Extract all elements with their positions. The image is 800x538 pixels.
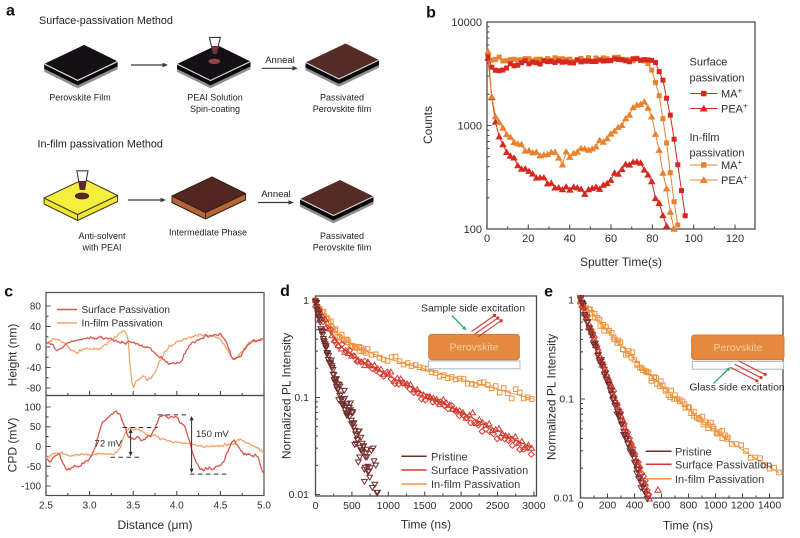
svg-text:CPD (mV): CPD (mV) [6,418,20,473]
svg-text:100: 100 [464,224,482,236]
svg-text:Anneal: Anneal [261,189,291,200]
svg-text:1500: 1500 [413,500,437,512]
svg-text:200: 200 [599,500,617,512]
svg-text:0: 0 [35,343,41,354]
svg-text:50: 50 [30,422,42,433]
svg-text:40: 40 [564,233,576,245]
svg-text:In-film: In-film [690,132,720,144]
svg-text:Time (ns): Time (ns) [401,518,451,532]
svg-text:passivation: passivation [690,148,745,160]
svg-text:-80: -80 [27,384,42,395]
svg-text:5.0: 5.0 [257,501,271,512]
svg-text:1000: 1000 [458,120,482,132]
svg-text:600: 600 [653,500,671,512]
svg-text:Perovskite: Perovskite [449,342,498,354]
svg-text:100: 100 [685,233,703,245]
svg-text:0: 0 [578,500,584,512]
svg-text:1: 1 [568,295,574,307]
svg-text:In-film Passivation: In-film Passivation [431,479,520,491]
svg-text:a: a [6,3,15,20]
svg-text:Distance (μm): Distance (μm) [118,518,193,532]
svg-text:Sample side excitation: Sample side excitation [421,304,525,315]
svg-text:1000: 1000 [377,500,401,512]
svg-text:c: c [4,284,13,301]
svg-text:-100: -100 [21,482,41,493]
svg-text:e: e [544,284,553,301]
svg-text:Counts: Counts [421,106,435,144]
svg-text:1: 1 [303,295,309,307]
svg-text:Perovskite film: Perovskite film [313,243,372,253]
svg-text:Passivated: Passivated [320,93,364,103]
svg-text:Spin-coating: Spin-coating [190,104,240,114]
svg-text:10000: 10000 [451,17,482,29]
svg-text:Perovskite Film: Perovskite Film [49,93,111,103]
svg-text:80: 80 [646,233,658,245]
svg-text:MA+: MA+ [721,158,743,172]
svg-text:Normalized PL Intensity: Normalized PL Intensity [545,334,559,460]
svg-text:4.0: 4.0 [170,501,184,512]
svg-text:3.5: 3.5 [126,501,140,512]
svg-text:2.5: 2.5 [39,501,53,512]
svg-text:In-film Passivation: In-film Passivation [82,319,163,330]
svg-text:PEA+: PEA+ [721,102,748,116]
svg-text:800: 800 [680,500,698,512]
svg-text:MA+: MA+ [721,87,743,101]
svg-text:Height (nm): Height (nm) [6,324,20,387]
svg-text:Perovskite: Perovskite [713,342,762,354]
svg-text:PEA+: PEA+ [721,173,748,187]
svg-text:b: b [426,5,436,22]
svg-text:Surface Passivation: Surface Passivation [675,459,772,471]
svg-text:0: 0 [484,233,490,245]
svg-text:4.5: 4.5 [213,501,227,512]
svg-text:0.1: 0.1 [294,392,309,404]
svg-text:Perovskite film: Perovskite film [313,104,372,114]
svg-text:120: 120 [726,233,744,245]
svg-text:Glass side excitation: Glass side excitation [689,383,785,394]
svg-text:passivation: passivation [690,73,745,85]
svg-text:-40: -40 [27,363,42,374]
svg-text:100: 100 [24,403,41,414]
svg-text:72 mV: 72 mV [95,439,123,450]
svg-text:2500: 2500 [486,500,510,512]
svg-text:0: 0 [313,500,319,512]
svg-text:Anneal: Anneal [265,55,295,66]
svg-text:In-film passivation Method: In-film passivation Method [38,139,163,151]
svg-text:3000: 3000 [522,500,546,512]
svg-text:150 mV: 150 mV [196,429,229,440]
svg-text:1200: 1200 [731,500,755,512]
svg-text:0: 0 [35,442,41,453]
svg-text:Surface: Surface [690,57,728,69]
svg-text:Pristine: Pristine [675,446,712,458]
svg-text:500: 500 [343,500,361,512]
svg-text:PEAI Solution: PEAI Solution [187,93,243,103]
svg-text:80: 80 [30,302,42,313]
svg-text:60: 60 [605,233,617,245]
svg-text:with PEAI: with PEAI [81,243,121,253]
svg-text:d: d [280,283,290,300]
svg-text:0.01: 0.01 [554,493,575,505]
svg-text:2000: 2000 [449,500,473,512]
svg-text:Pristine: Pristine [431,451,468,463]
svg-text:Intermediate Phase: Intermediate Phase [169,228,247,238]
svg-text:400: 400 [626,500,644,512]
svg-text:Surface Passivation: Surface Passivation [82,305,170,316]
svg-text:Surface Passivation: Surface Passivation [431,465,528,477]
svg-text:1000: 1000 [704,500,728,512]
svg-text:Sputter Time(s): Sputter Time(s) [580,255,662,269]
svg-text:-50: -50 [27,462,42,473]
svg-text:3.0: 3.0 [83,501,97,512]
svg-text:0.01: 0.01 [289,489,310,501]
svg-text:Time (ns): Time (ns) [663,519,713,533]
svg-text:40: 40 [30,322,42,333]
svg-text:20: 20 [522,233,534,245]
svg-text:Anti-solvent: Anti-solvent [78,231,126,241]
svg-text:Passivated: Passivated [320,231,364,241]
svg-text:1400: 1400 [758,500,782,512]
svg-text:In-film Passivation: In-film Passivation [675,474,764,486]
svg-text:Surface-passivation Method: Surface-passivation Method [39,15,173,27]
svg-text:Normalized PL Intensity: Normalized PL Intensity [280,333,294,459]
svg-text:0.1: 0.1 [559,394,574,406]
